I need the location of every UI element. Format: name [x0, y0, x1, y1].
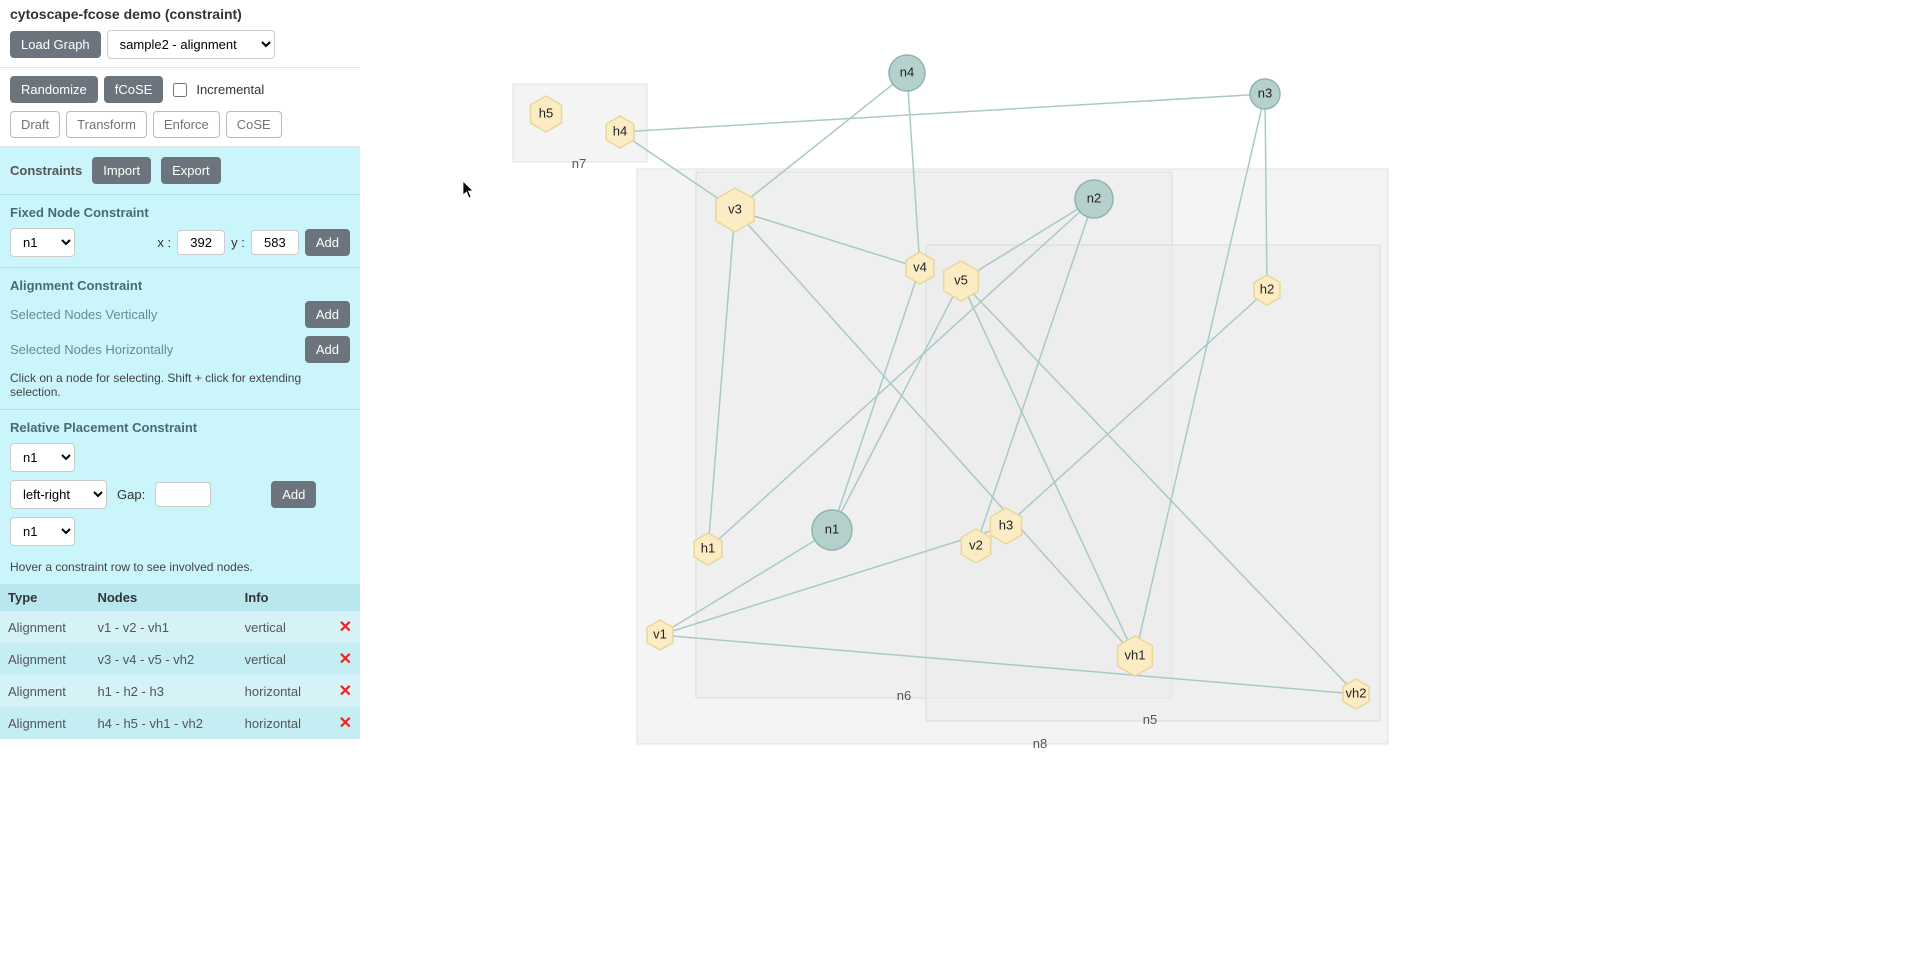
relative-node2-select[interactable]: n1 [10, 517, 75, 546]
node-label-vh1: vh1 [1125, 647, 1146, 662]
relative-help-text: Hover a constraint row to see involved n… [10, 560, 350, 574]
align-vertical-label: Selected Nodes Vertically [10, 307, 157, 322]
node-label-h5: h5 [539, 105, 553, 120]
sample-select[interactable]: sample2 - alignment [107, 30, 275, 59]
draft-button[interactable]: Draft [10, 111, 60, 138]
fixed-add-button[interactable]: Add [305, 229, 350, 256]
constraints-table: Type Nodes Info Alignmentv1 - v2 - vh1ve… [0, 584, 360, 739]
transform-button[interactable]: Transform [66, 111, 147, 138]
gap-label: Gap: [117, 487, 145, 502]
export-button[interactable]: Export [161, 157, 221, 184]
delete-row-icon[interactable]: ✕ [332, 617, 352, 637]
incremental-label: Incremental [196, 82, 264, 97]
col-type: Type [0, 584, 89, 611]
compound-label-n6: n6 [897, 688, 911, 703]
load-graph-button[interactable]: Load Graph [10, 31, 101, 58]
node-label-v2: v2 [969, 537, 983, 552]
node-label-v1: v1 [653, 626, 667, 641]
table-row[interactable]: Alignmenth1 - h2 - h3horizontal ✕ [0, 675, 360, 707]
cell-nodes: h1 - h2 - h3 [89, 675, 236, 707]
col-info: Info [237, 584, 325, 611]
cell-nodes: v1 - v2 - vh1 [89, 611, 236, 643]
node-label-h2: h2 [1260, 281, 1274, 296]
relative-node1-select[interactable]: n1 [10, 443, 75, 472]
cell-info: horizontal [237, 675, 325, 707]
incremental-checkbox[interactable] [173, 83, 187, 97]
graph-canvas[interactable]: h5 h4 n4 n3 v3 n2 v4 v5 h2 n1 h1 v2 h3 v1 vh1 vh2 n7 n8 n6… [360, 0, 1915, 974]
cose-button[interactable]: CoSE [226, 111, 282, 138]
node-label-n4: n4 [900, 64, 914, 79]
relative-constraint-heading: Relative Placement Constraint [10, 420, 350, 435]
x-input[interactable] [177, 230, 225, 255]
alignment-help-text: Click on a node for selecting. Shift + c… [10, 371, 350, 399]
page-title: cytoscape-fcose demo (constraint) [0, 0, 360, 22]
edge-h4-n3[interactable] [620, 94, 1265, 132]
relative-add-button[interactable]: Add [271, 481, 316, 508]
import-button[interactable]: Import [92, 157, 151, 184]
node-label-h1: h1 [701, 540, 715, 555]
alignment-constraint-heading: Alignment Constraint [10, 278, 350, 293]
cell-type: Alignment [0, 707, 89, 739]
fcose-button[interactable]: fCoSE [104, 76, 164, 103]
cell-info: vertical [237, 611, 325, 643]
cell-nodes: h4 - h5 - vh1 - vh2 [89, 707, 236, 739]
delete-row-icon[interactable]: ✕ [332, 681, 352, 701]
cell-type: Alignment [0, 675, 89, 707]
cell-nodes: v3 - v4 - v5 - vh2 [89, 643, 236, 675]
relative-direction-select[interactable]: left-right [10, 480, 107, 509]
col-nodes: Nodes [89, 584, 236, 611]
node-label-n3: n3 [1258, 85, 1272, 100]
x-label: x : [157, 235, 171, 250]
y-label: y : [231, 235, 245, 250]
cell-info: vertical [237, 643, 325, 675]
node-label-v5: v5 [954, 272, 968, 287]
cell-type: Alignment [0, 643, 89, 675]
compound-label-n8: n8 [1033, 736, 1047, 751]
node-label-v4: v4 [913, 259, 927, 274]
delete-row-icon[interactable]: ✕ [332, 649, 352, 669]
gap-input[interactable] [155, 482, 211, 507]
table-row[interactable]: Alignmentv1 - v2 - vh1vertical ✕ [0, 611, 360, 643]
align-vertical-add-button[interactable]: Add [305, 301, 350, 328]
constraints-heading: Constraints [10, 163, 82, 178]
node-label-h4: h4 [613, 123, 627, 138]
compound-label-n5: n5 [1143, 712, 1157, 727]
align-horizontal-label: Selected Nodes Horizontally [10, 342, 173, 357]
fixed-constraint-heading: Fixed Node Constraint [10, 205, 350, 220]
y-input[interactable] [251, 230, 299, 255]
align-horizontal-add-button[interactable]: Add [305, 336, 350, 363]
enforce-button[interactable]: Enforce [153, 111, 220, 138]
table-row[interactable]: Alignmenth4 - h5 - vh1 - vh2horizontal ✕ [0, 707, 360, 739]
node-label-h3: h3 [999, 517, 1013, 532]
delete-row-icon[interactable]: ✕ [332, 713, 352, 733]
randomize-button[interactable]: Randomize [10, 76, 98, 103]
node-label-n2: n2 [1087, 190, 1101, 205]
cell-info: horizontal [237, 707, 325, 739]
node-label-n1: n1 [825, 521, 839, 536]
cell-type: Alignment [0, 611, 89, 643]
compound-label-n7: n7 [572, 156, 586, 171]
node-label-v3: v3 [728, 201, 742, 216]
node-label-vh2: vh2 [1346, 685, 1367, 700]
table-row[interactable]: Alignmentv3 - v4 - v5 - vh2vertical ✕ [0, 643, 360, 675]
fixed-node-select[interactable]: n1 [10, 228, 75, 257]
